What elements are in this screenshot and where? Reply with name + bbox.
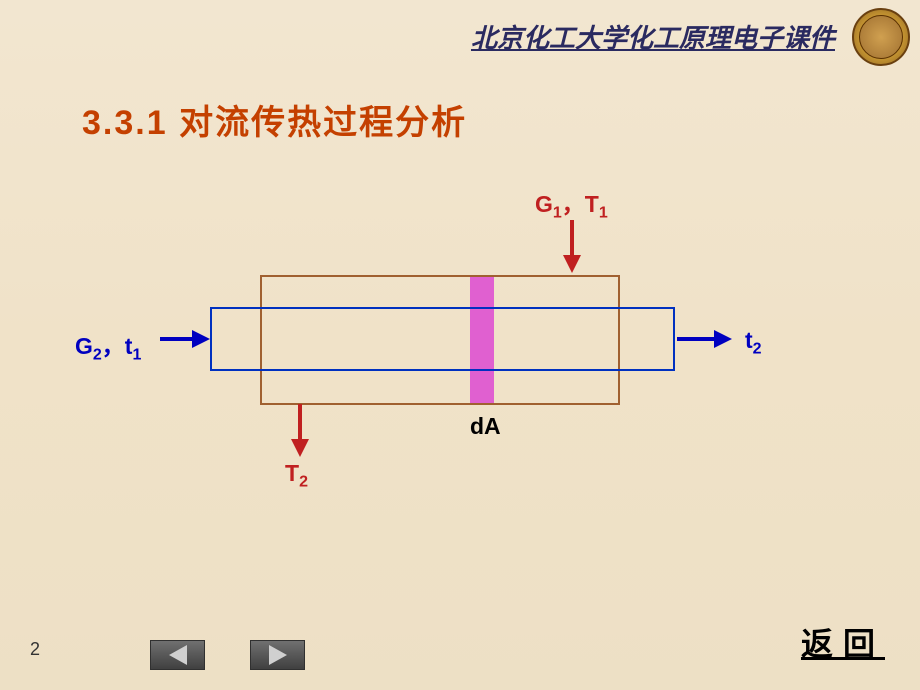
university-seal [852,8,910,66]
return-link[interactable]: 返回 [801,619,885,665]
arrow-inlet-shell [570,220,574,270]
nav-next-button[interactable] [250,640,305,670]
differential-element-outer-bottom [470,371,494,403]
differential-element-inner [470,309,494,369]
arrow-outlet-shell [298,404,302,459]
label-da: dA [470,413,501,440]
section-title: 3.3.1 对流传热过程分析 [82,95,467,144]
arrow-outlet-tube [677,337,732,341]
arrow-inlet-tube [160,337,210,341]
label-t2-out: t2 [745,327,762,359]
seal-inner [859,15,903,59]
chevron-left-icon [169,645,187,665]
header-title: 北京化工大学化工原理电子课件 [471,18,835,55]
label-g2t1: G2，t1 [75,327,141,365]
page-number: 2 [30,639,40,660]
label-g1t1: G1，T1 [535,185,608,223]
chevron-right-icon [269,645,287,665]
nav-prev-button[interactable] [150,640,205,670]
differential-element-outer-top [470,277,494,307]
label-t2-bottom: T2 [285,460,308,492]
heat-exchanger-diagram: G1，T1 G2，t1 t2 dA T2 [60,185,760,505]
tube-rect [210,307,675,371]
